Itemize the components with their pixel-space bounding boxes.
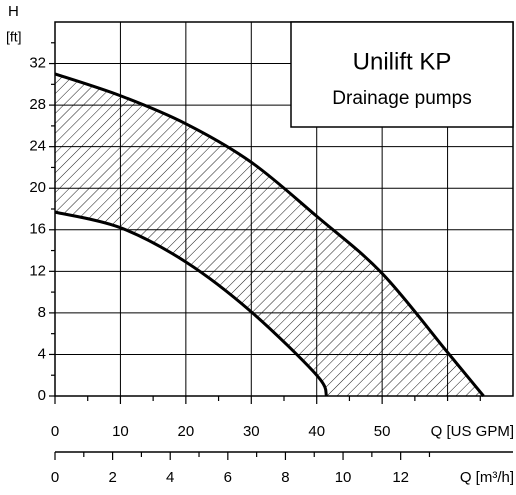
x-tick-label: 50 — [374, 423, 391, 440]
x-tick-label: 10 — [112, 423, 129, 440]
x2-axis-label: Q [m³/h] — [460, 469, 514, 486]
x2-tick-label: 2 — [108, 469, 116, 486]
x-axis-label: Q [US GPM] — [431, 423, 514, 440]
x-tick-label: 40 — [308, 423, 325, 440]
x2-tick-label: 12 — [392, 469, 409, 486]
y-tick-label: 0 — [38, 387, 46, 404]
y-tick-label: 32 — [29, 55, 46, 72]
y-axis-label: H — [8, 3, 19, 20]
x-tick-label: 20 — [178, 423, 195, 440]
pump-curve — [54, 72, 485, 397]
pump-curve — [54, 210, 328, 397]
title-box — [290, 21, 514, 128]
x2-tick-label: 10 — [335, 469, 352, 486]
y-tick-label: 8 — [38, 304, 46, 321]
y-axis-unit: [ft] — [6, 29, 22, 45]
y-tick-label: 16 — [29, 221, 46, 238]
y-tick-label: 20 — [29, 179, 46, 196]
chart-title: Unilift KP — [353, 48, 452, 75]
x-tick-label: 30 — [243, 423, 260, 440]
x2-tick-label: 4 — [166, 469, 174, 486]
hatched-range — [55, 73, 484, 396]
x2-tick-label: 8 — [281, 469, 289, 486]
x-tick-label: 0 — [51, 423, 59, 440]
y-tick-label: 28 — [29, 96, 46, 113]
x2-tick-label: 6 — [224, 469, 232, 486]
y-tick-label: 12 — [29, 262, 46, 279]
chart-subtitle: Drainage pumps — [332, 88, 471, 109]
y-tick-label: 24 — [29, 138, 46, 155]
x2-tick-label: 0 — [51, 469, 59, 486]
y-tick-label: 4 — [38, 345, 46, 362]
